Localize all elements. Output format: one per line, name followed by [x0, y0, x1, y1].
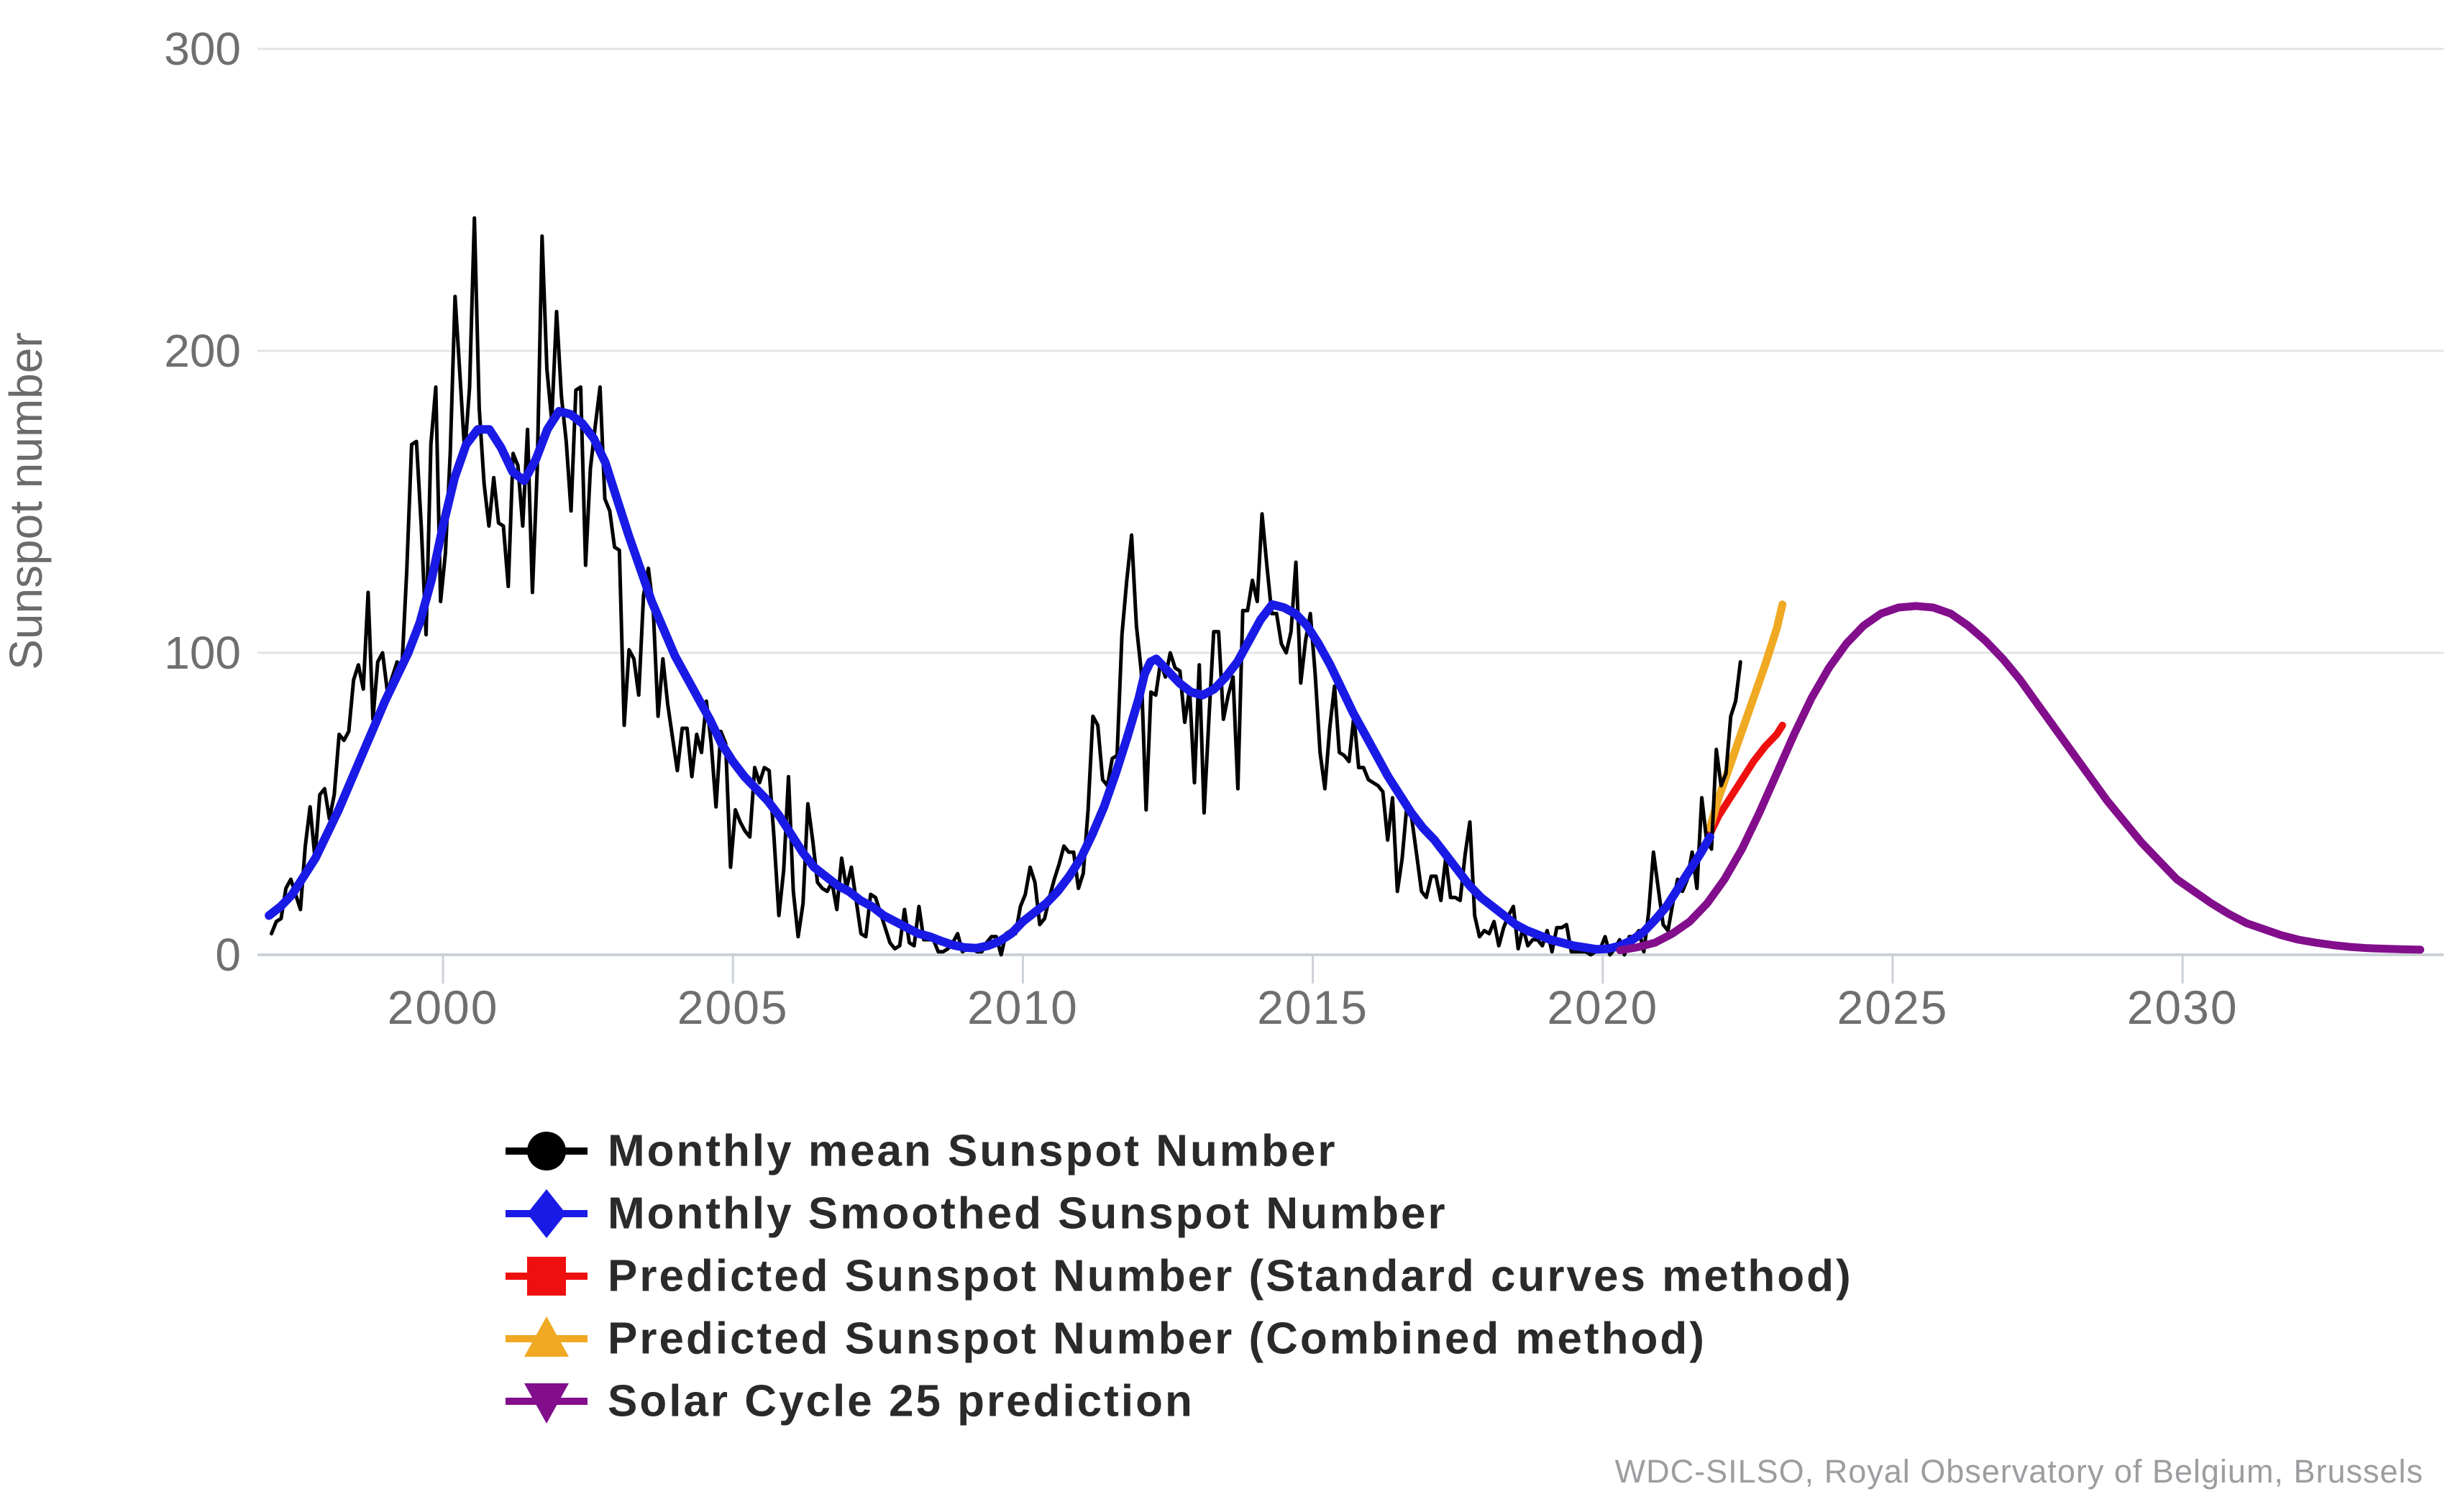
series-line-3 [1706, 600, 1787, 833]
x-tick-label-2000: 2000 [388, 981, 499, 1034]
legend-item-monthly-smoothed: Monthly Smoothed Sunspot Number [506, 1189, 1448, 1239]
y-tick-label-100: 100 [164, 627, 241, 679]
y-axis-title: Sunspot number [0, 332, 52, 670]
x-axis-tick-labels: 2000 2005 2010 2015 2020 2025 2030 [388, 981, 2239, 1034]
legend-item-cycle25-prediction: Solar Cycle 25 prediction [506, 1377, 1194, 1426]
legend-label-cycle25-prediction: Solar Cycle 25 prediction [608, 1377, 1194, 1426]
x-tick-label-2020: 2020 [1547, 981, 1658, 1034]
circle-marker-icon [527, 1132, 566, 1170]
series-line-2 [1706, 721, 1786, 838]
x-axis-ticks [442, 955, 2184, 984]
x-tick-label-2025: 2025 [1837, 981, 1949, 1034]
x-tick-label-2030: 2030 [2127, 981, 2239, 1034]
series-line-0 [270, 216, 1742, 957]
data-series-lines [265, 216, 2425, 957]
series-line-4 [1616, 602, 2425, 955]
legend-item-monthly-mean: Monthly mean Sunspot Number [506, 1127, 1337, 1176]
y-tick-label-0: 0 [215, 929, 241, 981]
diamond-marker-icon [527, 1189, 566, 1238]
legend-item-predicted-standard: Predicted Sunspot Number (Standard curve… [506, 1252, 1853, 1301]
square-marker-icon [527, 1257, 566, 1296]
legend-label-predicted-combined: Predicted Sunspot Number (Combined metho… [608, 1314, 1706, 1364]
legend-label-monthly-smoothed: Monthly Smoothed Sunspot Number [608, 1189, 1448, 1239]
y-tick-label-300: 300 [164, 23, 241, 75]
triangle-down-glyph [524, 1383, 569, 1424]
x-tick-label-2005: 2005 [677, 981, 789, 1034]
diamond-glyph [527, 1189, 566, 1238]
legend-item-predicted-combined: Predicted Sunspot Number (Combined metho… [506, 1314, 1706, 1364]
triangle-down-marker-icon [524, 1383, 569, 1424]
triangle-up-marker-icon [524, 1316, 569, 1357]
legend-label-predicted-standard: Predicted Sunspot Number (Standard curve… [608, 1252, 1853, 1301]
x-tick-label-2010: 2010 [967, 981, 1079, 1034]
circle-glyph [527, 1132, 566, 1170]
triangle-up-glyph [524, 1316, 569, 1357]
legend-label-monthly-mean: Monthly mean Sunspot Number [608, 1127, 1337, 1176]
series-line-1 [265, 407, 1714, 954]
attribution-credit: WDC-SILSO, Royal Observatory of Belgium,… [1615, 1453, 2423, 1490]
square-glyph [527, 1257, 566, 1296]
y-axis-tick-labels: 0 100 200 300 [164, 23, 241, 981]
x-tick-label-2015: 2015 [1257, 981, 1368, 1034]
legend: Monthly mean Sunspot Number Monthly Smoo… [506, 1127, 1853, 1426]
y-tick-label-200: 200 [164, 325, 241, 377]
